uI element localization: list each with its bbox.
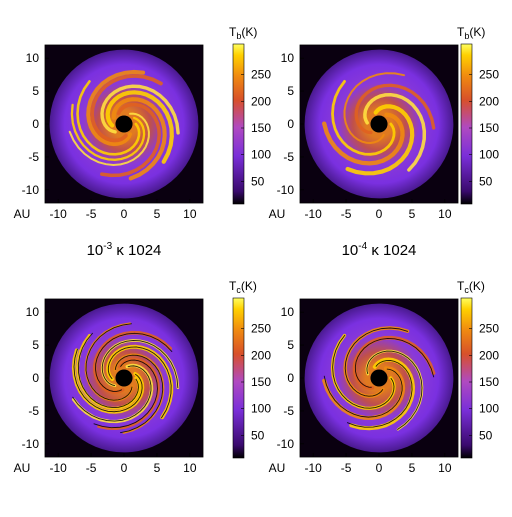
x-tick-label: 10 [183,461,197,475]
colorbar-title: Tc(K) [457,279,485,295]
colorbar-tick-label: 50 [479,428,493,442]
y-tick-label: 0 [32,117,39,131]
colorbar-tick-label: 50 [251,428,265,442]
colorbar-tick-label: 150 [479,375,499,389]
y-tick-label: 0 [287,371,294,385]
x-tick-label: 5 [154,461,161,475]
colorbar-tick-label: 150 [251,375,271,389]
y-tick-label: 0 [32,371,39,385]
central-hole [370,369,388,387]
x-tick-label: 5 [409,207,416,221]
plot-frame [44,298,204,458]
x-tick-label: -5 [86,207,97,221]
colorbar-tick-label: 250 [251,322,271,336]
colorbar-title: Tb(K) [229,25,257,41]
axis-unit-label: AU [269,207,286,221]
y-tick-label: 5 [32,84,39,98]
x-tick-label: -5 [341,207,352,221]
spiral-arms [71,322,180,434]
colorbar-tick-label: 250 [479,322,499,336]
colorbar [460,43,473,205]
colorbar-tick-label: 250 [479,68,499,82]
y-tick-label: -5 [28,404,39,418]
y-tick-label: -10 [22,437,40,451]
x-tick-label: 10 [438,207,452,221]
axis-unit-label: AU [14,207,31,221]
y-tick-label: 5 [287,84,294,98]
axis-unit-label: AU [14,461,31,475]
y-tick-label: -5 [283,404,294,418]
colorbar-tick-label: 250 [251,68,271,82]
y-tick-label: -5 [28,150,39,164]
spiral-arms [322,326,436,431]
colorbar-title: Tb(K) [457,25,485,41]
colorbar [232,297,245,459]
x-tick-label: 0 [121,461,128,475]
x-tick-label: -5 [341,461,352,475]
colorbar-tick-label: 200 [479,348,499,362]
x-tick-label: 0 [121,207,128,221]
spiral-arms [322,72,436,176]
panel-top-right: -10 -5 0 5 101050-5-10AU25020015010050Tb(K)1… [269,25,500,259]
colorbar-tick-label: 200 [251,94,271,108]
central-hole [115,115,133,133]
y-tick-label: -10 [277,183,295,197]
x-tick-label: -10 [49,207,67,221]
colorbar-tick-label: 200 [479,94,499,108]
plot-frame [299,44,459,204]
y-tick-label: 0 [287,117,294,131]
colorbar-tick-label: 50 [479,174,493,188]
y-tick-label: 5 [32,338,39,352]
spiral-arms [68,69,180,181]
colorbar-tick-label: 100 [479,148,499,162]
x-tick-label: 5 [409,461,416,475]
y-tick-label: -10 [22,183,40,197]
central-hole [370,115,388,133]
colorbar-tick-label: 100 [479,402,499,416]
y-tick-label: 10 [26,305,40,319]
panel-caption: 10-3 κ 1024 [87,241,162,259]
colorbar-tick-label: 200 [251,348,271,362]
y-tick-label: 5 [287,338,294,352]
colorbar-title: Tc(K) [229,279,257,295]
x-tick-label: 0 [376,207,383,221]
x-tick-label: 10 [183,207,197,221]
y-tick-label: 10 [26,51,40,65]
y-tick-label: -5 [283,150,294,164]
panel-top-left: -10 -5 0 5 101050-5-10AU25020015010050Tb(K)1… [14,25,272,259]
x-tick-label: 10 [438,461,452,475]
x-tick-label: 0 [376,461,383,475]
colorbar [460,297,473,459]
colorbar [232,43,245,205]
colorbar-tick-label: 150 [479,121,499,135]
y-tick-label: 10 [281,305,295,319]
central-hole [115,369,133,387]
x-tick-label: -10 [304,207,322,221]
plot-frame [299,298,459,458]
colorbar-tick-label: 150 [251,121,271,135]
axis-unit-label: AU [269,461,286,475]
x-tick-label: -10 [49,461,67,475]
x-tick-label: -10 [304,461,322,475]
plot-frame [44,44,204,204]
y-tick-label: 10 [281,51,295,65]
x-tick-label: -5 [86,461,97,475]
panel-caption: 10-4 κ 1024 [342,241,417,259]
x-tick-label: 5 [154,207,161,221]
colorbar-tick-label: 50 [251,174,265,188]
y-tick-label: -10 [277,437,295,451]
colorbar-tick-label: 100 [251,402,271,416]
colorbar-tick-label: 100 [251,148,271,162]
